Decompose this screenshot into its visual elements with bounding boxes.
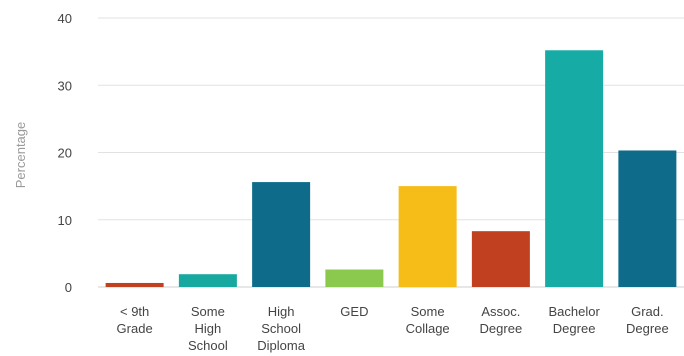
x-tick-label: Assoc. Degree: [480, 304, 523, 336]
y-tick-label: 0: [65, 280, 72, 295]
x-tick-label: Grad. Degree: [626, 304, 669, 336]
y-tick-label: 20: [58, 146, 72, 161]
y-tick-label: 30: [58, 78, 72, 93]
bar: [471, 231, 530, 287]
bar: [545, 50, 604, 287]
bar: [105, 282, 164, 287]
x-tick-label: Bachelor Degree: [548, 304, 600, 336]
bars: [105, 50, 677, 287]
x-tick-label: Some Collage: [406, 304, 450, 336]
x-tick-label: Some High School: [188, 304, 228, 353]
y-tick-label: 40: [58, 11, 72, 26]
bar: [178, 274, 237, 287]
bar: [618, 150, 677, 287]
bar: [252, 182, 311, 287]
x-tick-label: GED: [340, 304, 368, 319]
y-tick-label: 10: [58, 213, 72, 228]
x-tick-label: High School Diploma: [257, 304, 305, 353]
bar: [398, 186, 457, 287]
x-tick-label: < 9th Grade: [117, 304, 153, 336]
x-axis-labels: < 9th Grade Some High School High School Diplom…: [117, 304, 669, 353]
bar: [325, 269, 384, 287]
y-axis-title: Percentage: [13, 122, 28, 189]
y-axis-ticks: 0 10 20 30 40: [58, 11, 72, 295]
